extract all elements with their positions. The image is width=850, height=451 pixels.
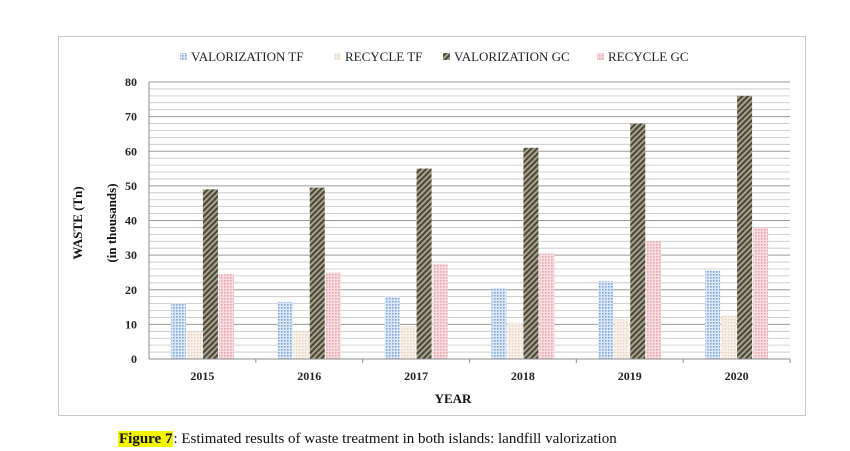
x-tick-label: 2020 — [725, 369, 749, 383]
bar-recycle-gc-2015 — [218, 274, 234, 359]
y-tick-label: 50 — [125, 179, 137, 193]
bar-valorization-gc-2018 — [523, 147, 539, 359]
y-tick-label: 30 — [125, 248, 137, 262]
figure-caption-text: Estimated results of waste treatment in … — [181, 431, 617, 447]
y-tick-label: 60 — [125, 144, 137, 158]
bar-recycle-tf-2020 — [721, 315, 737, 359]
bar-valorization-tf-2018 — [491, 288, 507, 359]
bar-valorization-tf-2015 — [170, 303, 186, 359]
bar-valorization-tf-2019 — [598, 281, 614, 359]
bar-valorization-tf-2017 — [384, 296, 400, 359]
legend-label: VALORIZATION TF — [191, 49, 304, 64]
bar-recycle-tf-2017 — [400, 326, 416, 359]
bar-recycle-gc-2019 — [646, 241, 662, 359]
figure-caption: Figure 7: Estimated results of waste tre… — [118, 431, 617, 447]
bar-valorization-gc-2017 — [416, 168, 432, 359]
y-tick-label: 20 — [125, 283, 137, 297]
chart-svg: 0 10 20 30 40 50 60 70 80 2015 2016 2017 2018 2019 202… — [70, 49, 791, 406]
bar-valorization-tf-2020 — [705, 270, 721, 359]
legend-swatch-recycle-tf — [334, 53, 341, 60]
y-axis-title-line-2: (in thousands) — [104, 183, 119, 262]
y-tick-label: 70 — [125, 110, 137, 124]
legend-label: VALORIZATION GC — [454, 49, 570, 64]
legend: VALORIZATION TF RECYCLE TF VALORIZATION GC… — [180, 49, 689, 64]
x-tick-label: 2017 — [404, 369, 428, 383]
bar-recycle-gc-2018 — [539, 253, 555, 359]
axes: 0 10 20 30 40 50 60 70 80 2015 2016 2017 2018 2019 202… — [125, 75, 791, 383]
legend-label: RECYCLE GC — [608, 49, 689, 64]
bar-recycle-tf-2016 — [293, 331, 309, 359]
x-tick-label: 2015 — [190, 369, 214, 383]
bar-recycle-tf-2015 — [186, 331, 202, 359]
bar-valorization-gc-2019 — [630, 123, 646, 359]
legend-swatch-recycle-gc — [597, 53, 604, 60]
x-tick-label: 2018 — [511, 369, 535, 383]
legend-swatch-valorization-tf — [180, 53, 187, 60]
figure-caption-label: Figure 7 — [118, 431, 174, 447]
legend-swatch-valorization-gc — [443, 53, 450, 60]
y-axis-title-line-1: WASTE (Tn) — [70, 186, 85, 259]
bar-recycle-gc-2016 — [325, 272, 341, 359]
bar-recycle-gc-2017 — [432, 263, 448, 359]
x-axis-title: YEAR — [435, 391, 472, 406]
x-tick-label: 2016 — [297, 369, 321, 383]
bar-recycle-tf-2019 — [614, 319, 630, 359]
x-tick-label: 2019 — [618, 369, 642, 383]
legend-label: RECYCLE TF — [345, 49, 422, 64]
bar-valorization-tf-2016 — [277, 301, 293, 359]
y-tick-label: 40 — [125, 214, 137, 228]
bar-valorization-gc-2015 — [202, 189, 218, 359]
y-tick-label: 80 — [125, 75, 137, 89]
bars — [170, 95, 769, 359]
bar-valorization-gc-2020 — [737, 95, 753, 359]
bar-valorization-gc-2016 — [309, 187, 325, 359]
chart-frame: 0 10 20 30 40 50 60 70 80 2015 2016 2017 2018 2019 202… — [58, 36, 806, 416]
y-tick-label: 0 — [131, 352, 137, 366]
bar-recycle-tf-2018 — [507, 322, 523, 359]
y-tick-label: 10 — [125, 317, 137, 331]
gridlines — [149, 81, 790, 360]
bar-recycle-gc-2020 — [753, 227, 769, 359]
